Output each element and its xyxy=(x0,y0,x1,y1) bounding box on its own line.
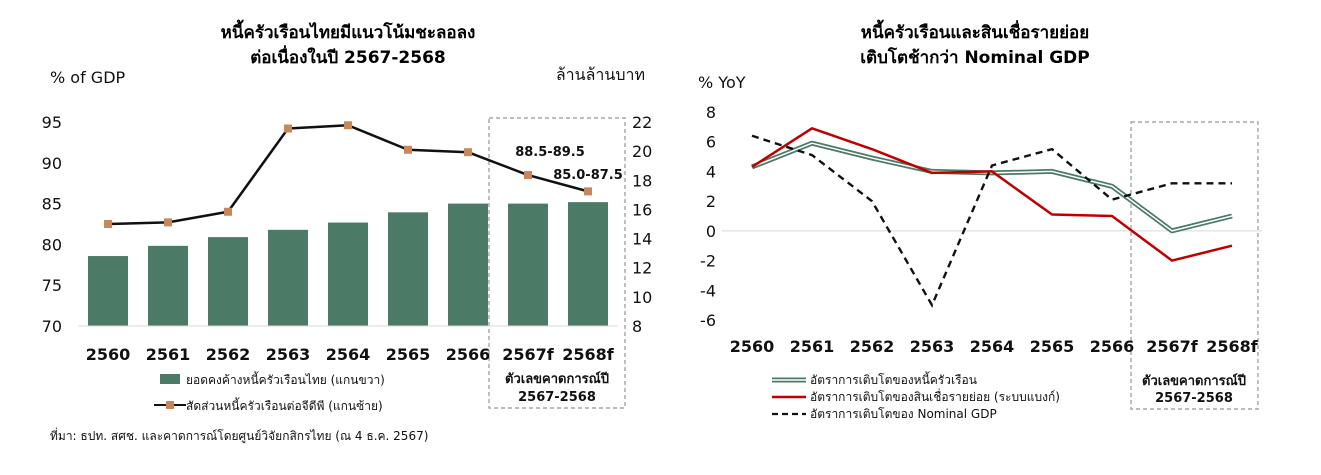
point-debt-to-gdp xyxy=(344,121,352,130)
right-category-label: 2568f xyxy=(1206,337,1259,356)
yoy-axis-tick-label: 4 xyxy=(706,162,716,181)
right-axis-tick-label: 18 xyxy=(632,171,652,190)
right-category-label: 2562 xyxy=(850,337,895,356)
bar-outstanding-debt xyxy=(148,245,188,326)
right-axis-tick-label: 16 xyxy=(632,200,652,219)
yoy-axis-tick-label: -4 xyxy=(700,281,716,300)
point-debt-to-gdp xyxy=(404,145,412,154)
point-debt-to-gdp xyxy=(164,218,172,227)
right-axis-tick-label: 20 xyxy=(632,142,652,161)
right-category-label: 2560 xyxy=(730,337,775,356)
right-axis-tick-label: 14 xyxy=(632,230,652,249)
right-category-label: 2566 xyxy=(1090,337,1135,356)
right-forecast-label-2: 2567-2568 xyxy=(1155,391,1233,406)
left-forecast-box xyxy=(488,117,626,409)
source-note: ที่มา: ธปท. สศช. และคาดการณ์โดยศูนย์วิจั… xyxy=(50,427,428,444)
right-axis-tick-label: 12 xyxy=(632,259,652,278)
bar-outstanding-debt xyxy=(328,222,368,326)
left-category-label: 2561 xyxy=(146,345,191,364)
point-debt-to-gdp xyxy=(464,148,472,157)
left-axis-tick-label: 85 xyxy=(42,195,62,214)
left-category-label: 2568f xyxy=(562,345,615,364)
right-category-label: 2567f xyxy=(1146,337,1199,356)
left-chart-title: หนี้ครัวเรือนไทยมีแนวโน้มชะลอลง xyxy=(221,19,476,43)
left-chart-subtitle: ต่อเนื่องในปี 2567-2568 xyxy=(250,45,446,68)
left-chart-marks: 70 75 80 85 90 95 8 10 12 14 16 18 20 22 2560 2561 2562 2… xyxy=(42,113,653,364)
bar-outstanding-debt xyxy=(388,212,428,326)
legend-label-nominal-gdp: อัตราการเติบโตของ Nominal GDP xyxy=(810,407,997,421)
point-debt-to-gdp xyxy=(584,187,592,196)
left-axis-tick-label: 70 xyxy=(42,317,62,336)
left-category-label: 2565 xyxy=(386,345,431,364)
right-category-label: 2564 xyxy=(970,337,1015,356)
bar-outstanding-debt xyxy=(508,203,548,326)
yoy-axis-tick-label: 0 xyxy=(706,222,716,241)
bar-outstanding-debt xyxy=(208,237,248,326)
left-category-label: 2563 xyxy=(266,345,311,364)
line-retail-credit-growth xyxy=(751,127,1233,262)
bar-outstanding-debt xyxy=(448,203,488,326)
right-forecast-label-1: ตัวเลขคาดการณ์ปี xyxy=(1142,373,1246,389)
right-chart-subtitle: เติบโตช้ากว่า Nominal GDP xyxy=(860,47,1090,68)
legend-swatch-outstanding-debt xyxy=(160,374,180,384)
yoy-axis-tick-label: -2 xyxy=(700,252,716,271)
right-forecast-box xyxy=(1130,121,1259,410)
line-nominal-gdp-growth xyxy=(751,134,1232,308)
annotation-2568f: 85.0-87.5 xyxy=(553,168,623,183)
right-y-axis-label: ล้านล้านบาท xyxy=(556,65,645,84)
left-forecast-label-1: ตัวเลขคาดการณ์ปี xyxy=(505,371,609,387)
yoy-axis-label: % YoY xyxy=(698,73,746,92)
point-debt-to-gdp xyxy=(104,220,112,228)
legend-label-household-growth: อัตราการเติบโตของหนี้ครัวเรือน xyxy=(810,371,977,387)
yoy-axis-tick-label: 2 xyxy=(706,192,716,211)
left-category-label: 2564 xyxy=(326,345,371,364)
right-chart-marks: 8 6 4 2 0 -2 -4 -6 2560 2561 2562 2563 2564 2565 2566 2… xyxy=(700,103,1262,356)
left-category-label: 2566 xyxy=(446,345,491,364)
right-chart-title: หนี้ครัวเรือนและสินเชื่อรายย่อย xyxy=(861,19,1089,43)
bar-outstanding-debt xyxy=(568,202,608,326)
bar-outstanding-debt xyxy=(268,229,308,326)
left-category-label: 2562 xyxy=(206,345,251,364)
legend-label-retail-credit: อัตราการเติบโตของสินเชื่อรายย่อย (ระบบแบ… xyxy=(810,388,1060,404)
point-debt-to-gdp xyxy=(524,171,532,180)
bar-outstanding-debt xyxy=(88,256,128,326)
yoy-axis-tick-label: 6 xyxy=(706,133,716,152)
left-axis-tick-label: 95 xyxy=(42,113,62,132)
left-axis-tick-label: 75 xyxy=(42,276,62,295)
left-axis-tick-label: 90 xyxy=(42,154,62,173)
left-axis-tick-label: 80 xyxy=(42,235,62,254)
right-category-label: 2561 xyxy=(790,337,835,356)
point-debt-to-gdp xyxy=(284,124,292,133)
right-axis-tick-label: 8 xyxy=(632,317,642,336)
annotation-2567f: 88.5-89.5 xyxy=(515,145,585,160)
right-axis-tick-label: 22 xyxy=(632,113,652,132)
point-debt-to-gdp xyxy=(224,207,232,216)
legend-label-debt-gdp: สัดส่วนหนี้ครัวเรือนต่อจีดีพี (แกนซ้าย) xyxy=(186,397,383,413)
legend-label-outstanding-debt: ยอดคงค้างหนี้ครัวเรือนไทย (แกนขวา) xyxy=(186,371,385,387)
legend-marker-debt-gdp xyxy=(166,401,174,409)
yoy-axis-tick-label: -6 xyxy=(700,311,716,330)
left-forecast-label-2: 2567-2568 xyxy=(518,390,596,405)
right-category-label: 2565 xyxy=(1030,337,1075,356)
left-category-label: 2567f xyxy=(502,345,555,364)
right-axis-tick-label: 10 xyxy=(632,288,652,307)
right-category-label: 2563 xyxy=(910,337,955,356)
yoy-axis-tick-label: 8 xyxy=(706,103,716,122)
left-y-axis-label: % of GDP xyxy=(50,68,126,87)
left-category-label: 2560 xyxy=(86,345,131,364)
